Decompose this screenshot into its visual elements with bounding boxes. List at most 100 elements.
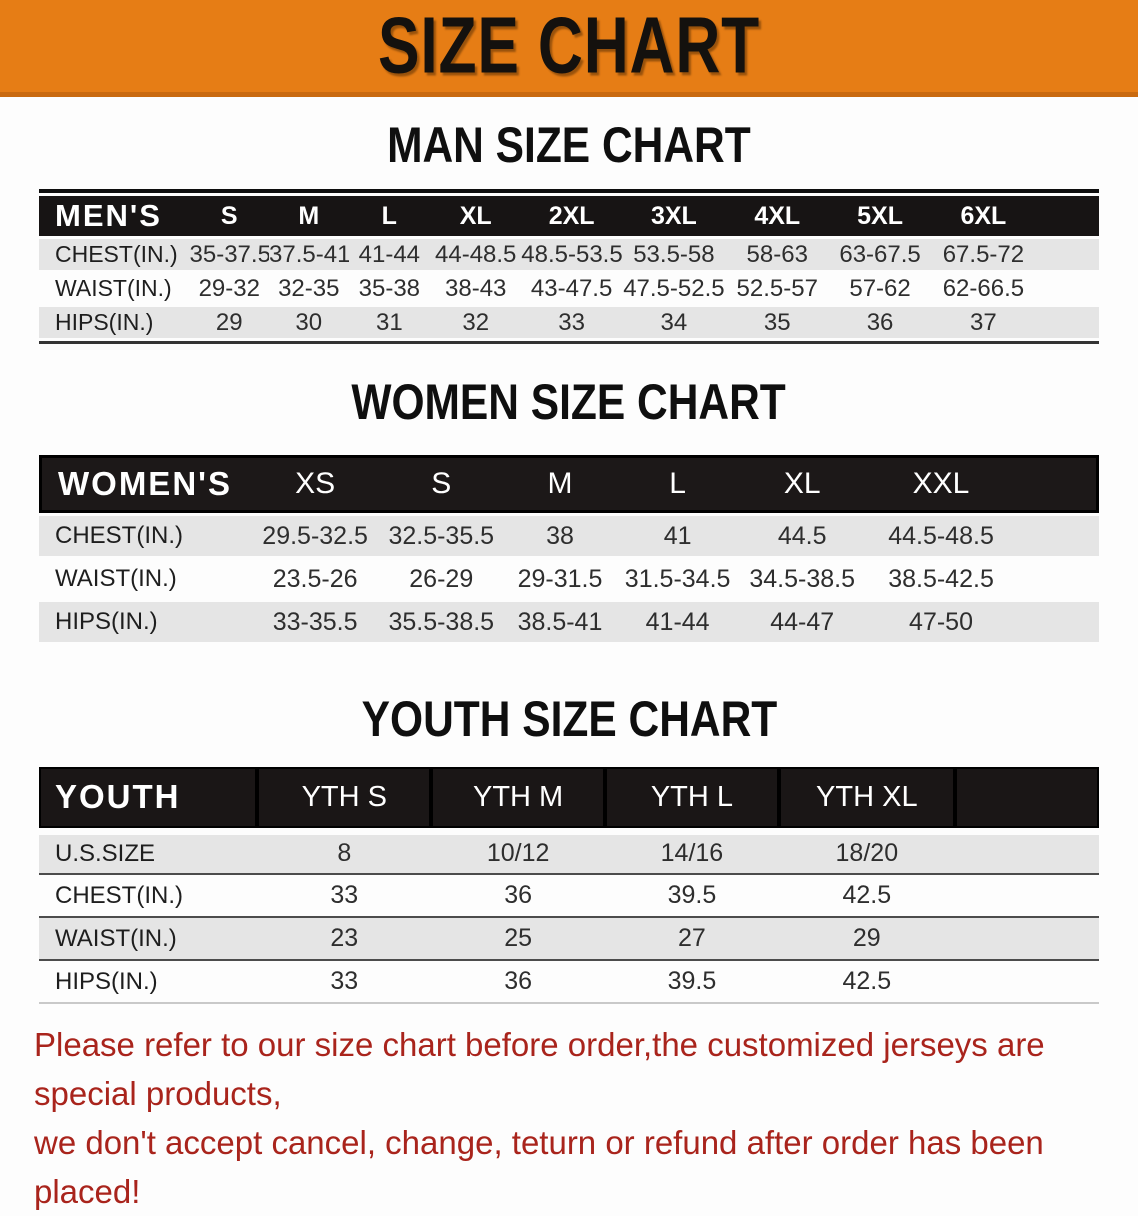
disclaimer-text: Please refer to our size chart before or… — [0, 1020, 1138, 1216]
measurement-value: 63-67.5 — [828, 239, 932, 270]
measurement-value: 57-62 — [828, 273, 932, 304]
measurement-label: HIPS(IN.) — [39, 307, 190, 338]
measurement-label: CHEST(IN.) — [39, 873, 258, 917]
measurement-value: 25 — [431, 916, 606, 960]
measurement-value: 48.5-53.5 — [521, 239, 622, 270]
size-column-header: 5XL — [828, 196, 932, 236]
spacer-cell — [954, 831, 1099, 874]
group-label: MEN'S — [39, 196, 190, 236]
measurement-label: U.S.SIZE — [39, 831, 258, 874]
measurement-label: WAIST(IN.) — [39, 559, 249, 599]
measurement-value: 32.5-35.5 — [381, 516, 502, 556]
measurement-value: 53.5-58 — [621, 239, 726, 270]
measurement-value: 27 — [605, 916, 779, 960]
measurement-value: 29 — [778, 916, 955, 960]
measurement-label: CHEST(IN.) — [39, 239, 190, 270]
size-column-header: 2XL — [521, 196, 622, 236]
measurement-value: 42.5 — [778, 873, 955, 917]
measurement-value: 36 — [431, 873, 606, 917]
measurement-value: 32-35 — [269, 273, 349, 304]
size-column-header: XL — [430, 196, 522, 236]
measurement-value: 30 — [269, 307, 349, 338]
size-column-header: XXL — [867, 455, 1015, 513]
size-column-header: 6XL — [931, 196, 1036, 236]
women-section-title: WOMEN SIZE CHART — [351, 374, 787, 430]
measurement-value: 8 — [257, 831, 432, 874]
size-column-header: XL — [736, 455, 868, 513]
spacer-cell — [1035, 307, 1099, 338]
measurement-value: 33 — [521, 307, 622, 338]
spacer-cell — [1035, 273, 1099, 304]
measurement-value: 34.5-38.5 — [736, 559, 868, 599]
size-column-header: S — [189, 196, 270, 236]
measurement-row: WAIST(IN.) 29-32 32-35 35-38 38-43 43-47.5 47.… — [39, 273, 1099, 304]
spacer-cell — [1035, 196, 1099, 236]
measurement-value: 39.5 — [605, 873, 779, 917]
measurement-value: 29.5-32.5 — [248, 516, 382, 556]
measurement-value: 37.5-41 — [269, 239, 349, 270]
size-column-header: YTH M — [431, 767, 606, 835]
measurement-value: 36 — [828, 307, 932, 338]
measurement-row: WAIST(IN.) 23.5-26 26-29 29-31.5 31.5-34.5 34… — [39, 559, 1099, 599]
size-column-header: 4XL — [725, 196, 829, 236]
spacer-cell — [954, 767, 1099, 835]
measurement-value: 44-47 — [736, 602, 868, 642]
measurement-value: 35.5-38.5 — [381, 602, 502, 642]
spacer-cell — [1014, 559, 1099, 599]
measurement-value: 41-44 — [348, 239, 431, 270]
measurement-value: 38.5-42.5 — [867, 559, 1015, 599]
measurement-value: 32 — [430, 307, 522, 338]
measurement-value: 52.5-57 — [725, 273, 829, 304]
measurement-value: 41-44 — [618, 602, 737, 642]
spacer-cell — [1014, 455, 1099, 513]
measurement-value: 29-31.5 — [501, 559, 619, 599]
spacer-cell — [1014, 516, 1099, 556]
measurement-value: 10/12 — [431, 831, 606, 874]
measurement-value: 62-66.5 — [931, 273, 1036, 304]
size-column-header: S — [381, 455, 502, 513]
measurement-value: 47-50 — [867, 602, 1015, 642]
spacer-cell — [954, 873, 1099, 917]
disclaimer-line-2: we don't accept cancel, change, teturn o… — [34, 1124, 1044, 1210]
measurement-value: 37 — [931, 307, 1036, 338]
measurement-value: 33 — [257, 959, 432, 1003]
size-column-header: YTH L — [605, 767, 779, 835]
men-section-title: MAN SIZE CHART — [387, 117, 751, 173]
size-column-header: M — [501, 455, 619, 513]
measurement-value: 29-32 — [189, 273, 270, 304]
spacer-cell — [1035, 239, 1099, 270]
measurement-value: 42.5 — [778, 959, 955, 1003]
measurement-value: 36 — [431, 959, 606, 1003]
measurement-row: HIPS(IN.) 33 36 39.5 42.5 — [39, 959, 1099, 1003]
measurement-value: 33-35.5 — [248, 602, 382, 642]
size-column-header: YTH XL — [778, 767, 955, 835]
measurement-value: 34 — [621, 307, 726, 338]
women-size-table: WOMEN'S XS S M L XL XXL CHEST(IN.) 29.5-32.5 32.5… — [39, 452, 1099, 645]
spacer-cell — [954, 959, 1099, 1003]
measurement-value: 38 — [501, 516, 619, 556]
measurement-row: WAIST(IN.) 23 25 27 29 — [39, 916, 1099, 960]
measurement-value: 35-37.5 — [189, 239, 270, 270]
measurement-value: 29 — [189, 307, 270, 338]
measurement-value: 38.5-41 — [501, 602, 619, 642]
measurement-value: 44-48.5 — [430, 239, 522, 270]
size-column-header: XS — [248, 455, 382, 513]
size-column-header: M — [269, 196, 349, 236]
measurement-row: HIPS(IN.) 29 30 31 32 33 34 35 36 37 — [39, 307, 1099, 338]
size-column-header: L — [348, 196, 431, 236]
measurement-value: 38-43 — [430, 273, 522, 304]
measurement-value: 14/16 — [605, 831, 779, 874]
measurement-value: 26-29 — [381, 559, 502, 599]
measurement-row: HIPS(IN.) 33-35.5 35.5-38.5 38.5-41 41-44 44-… — [39, 602, 1099, 642]
measurement-value: 31.5-34.5 — [618, 559, 737, 599]
measurement-value: 23 — [257, 916, 432, 960]
measurement-value: 35 — [725, 307, 829, 338]
size-header-row: MEN'S S M L XL 2XL 3XL 4XL 5XL 6XL — [39, 196, 1099, 236]
youth-section-title: YOUTH SIZE CHART — [361, 691, 777, 747]
measurement-value: 44.5 — [736, 516, 868, 556]
size-chart-banner: SIZE CHART — [0, 0, 1138, 97]
measurement-label: WAIST(IN.) — [39, 916, 258, 960]
size-column-header: L — [618, 455, 737, 513]
size-column-header: YTH S — [257, 767, 432, 835]
measurement-row: CHEST(IN.) 35-37.5 37.5-41 41-44 44-48.5 48.5… — [39, 239, 1099, 270]
